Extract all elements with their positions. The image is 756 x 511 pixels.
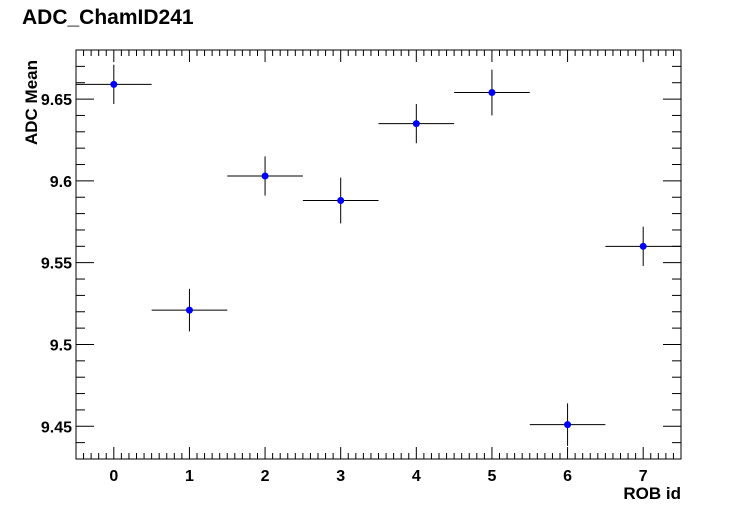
point-marker — [412, 120, 420, 128]
data-point — [605, 226, 681, 266]
x-tick-label: 6 — [563, 468, 572, 485]
data-point — [529, 403, 606, 446]
x-tick-label: 5 — [487, 468, 496, 485]
y-tick-label: 9.6 — [50, 174, 72, 191]
x-tick-label: 3 — [336, 468, 345, 485]
data-point — [454, 69, 530, 116]
y-tick-label: 9.65 — [41, 92, 72, 109]
chart-title: ADC_ChamID241 — [22, 6, 194, 29]
x-tick-label: 1 — [185, 468, 194, 485]
y-axis-label: ADC Mean — [22, 60, 41, 145]
plot-frame — [75, 49, 682, 460]
point-marker — [564, 421, 572, 429]
point-marker — [639, 242, 647, 250]
x-tick-label: 2 — [261, 468, 270, 485]
y-tick-label: 9.5 — [50, 337, 72, 354]
point-marker — [337, 197, 345, 205]
point-marker — [185, 306, 193, 314]
data-point — [302, 177, 379, 224]
data-point — [151, 288, 228, 332]
x-tick-label: 7 — [639, 468, 648, 485]
data-points — [76, 64, 681, 446]
x-tick-label: 0 — [109, 468, 118, 485]
x-tick-label: 4 — [412, 468, 421, 485]
point-marker — [488, 89, 496, 97]
axes: 0 1 2 3 4 5 6 7 9.45 9.5 9.55 9.6 9.65 — [41, 49, 682, 485]
point-marker — [110, 80, 118, 88]
data-point — [378, 103, 455, 144]
y-tick-label: 9.55 — [41, 256, 72, 273]
x-axis-label: ROB id — [623, 484, 681, 503]
data-point — [227, 156, 303, 196]
point-marker — [261, 172, 269, 180]
y-tick-label: 9.45 — [41, 419, 72, 436]
data-point — [76, 64, 152, 104]
